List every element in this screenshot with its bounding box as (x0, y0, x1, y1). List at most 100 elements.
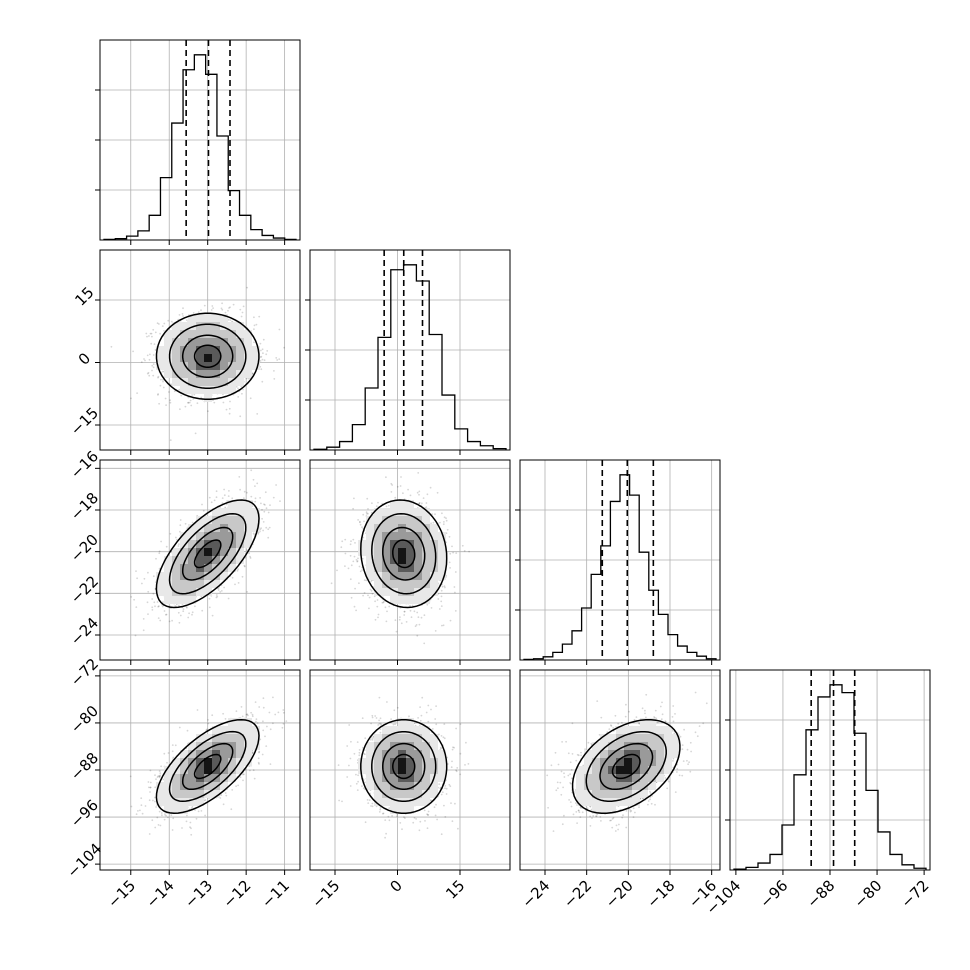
scatter-point (143, 577, 146, 580)
density-cell (236, 540, 244, 548)
scatter-point (358, 565, 361, 568)
density-cell (228, 378, 236, 386)
scatter-point (443, 585, 446, 587)
scatter-point (237, 387, 239, 390)
scatter-point (361, 526, 363, 529)
scatter-point (275, 357, 278, 359)
scatter-panel-2-1 (309, 459, 511, 665)
scatter-point (156, 322, 159, 325)
scatter-point (224, 506, 227, 509)
scatter-point (154, 605, 156, 608)
density-cell (164, 596, 172, 604)
scatter-point (376, 599, 379, 601)
density-cell (244, 508, 252, 516)
scatter-point (187, 616, 190, 619)
scatter-point (231, 576, 234, 579)
scatter-point (416, 634, 419, 637)
density-cell (236, 346, 244, 354)
density-cell (188, 330, 196, 338)
scatter-point (365, 512, 368, 515)
density-cell (244, 354, 252, 362)
scatter-point (363, 579, 366, 581)
scatter-point (217, 589, 220, 591)
scatter-point (432, 521, 435, 524)
scatter-point (239, 415, 242, 418)
scatter-point (228, 407, 231, 410)
density-cell (212, 548, 220, 556)
scatter-point (355, 609, 357, 612)
density-cell (236, 330, 244, 338)
density-cell (220, 508, 228, 516)
density-cell (196, 354, 204, 362)
scatter-point (155, 557, 157, 560)
density-cell (196, 516, 204, 524)
scatter-point (202, 509, 205, 512)
density-cell (204, 378, 212, 386)
scatter-point (440, 595, 443, 598)
scatter-point (200, 396, 203, 399)
scatter-point (200, 309, 202, 312)
density-cell (244, 346, 252, 354)
density-cell (188, 378, 196, 386)
scatter-point (236, 569, 239, 572)
scatter-point (385, 505, 388, 508)
scatter-point (149, 332, 152, 335)
density-cell (156, 572, 164, 580)
scatter-point (133, 598, 136, 601)
scatter-point (187, 401, 190, 404)
density-cell (212, 556, 220, 564)
scatter-point (110, 345, 113, 348)
scatter-point (179, 519, 182, 521)
density-cell (180, 370, 188, 378)
density-cell (204, 556, 212, 564)
scatter-point (167, 319, 170, 322)
scatter-point (208, 597, 211, 600)
scatter-point (409, 494, 412, 497)
scatter-point (387, 504, 390, 507)
density-cell (212, 338, 220, 346)
density-cell (220, 314, 228, 322)
density-cell (180, 322, 188, 330)
scatter-point (276, 359, 279, 361)
density-cell (172, 572, 180, 580)
y-tick-label: −22 (67, 572, 102, 607)
scatter-point (159, 619, 162, 622)
scatter-point (374, 600, 376, 603)
scatter-point (381, 601, 384, 604)
scatter-point (463, 550, 466, 552)
scatter-point (250, 469, 253, 472)
density-cell (164, 564, 172, 572)
scatter-point (449, 567, 451, 569)
scatter-point (278, 328, 281, 331)
scatter-point (359, 520, 361, 523)
scatter-point (231, 497, 234, 500)
scatter-point (220, 590, 223, 592)
scatter-point (228, 307, 230, 309)
scatter-point (425, 502, 428, 504)
scatter-point (157, 393, 160, 395)
scatter-point (130, 596, 133, 598)
scatter-point (146, 601, 149, 604)
scatter-point (383, 600, 385, 603)
scatter-point (262, 529, 264, 532)
density-cell (156, 580, 164, 588)
density-cell (220, 322, 228, 330)
scatter-point (197, 311, 200, 313)
scatter-point (362, 513, 365, 516)
scatter-point (194, 605, 196, 608)
density-cell (172, 338, 180, 346)
y-tick-label: −24 (67, 614, 102, 649)
density-cell (236, 354, 244, 362)
scatter-point (350, 564, 353, 567)
scatter-point (359, 521, 361, 524)
scatter-point (278, 358, 281, 360)
scatter-point (227, 309, 229, 312)
scatter-point (162, 601, 164, 603)
scatter-point (253, 341, 255, 344)
scatter-point (368, 596, 371, 599)
density-cell (180, 596, 188, 604)
scatter-point (180, 394, 183, 397)
density-cell (180, 556, 188, 564)
density-cell (172, 564, 180, 572)
